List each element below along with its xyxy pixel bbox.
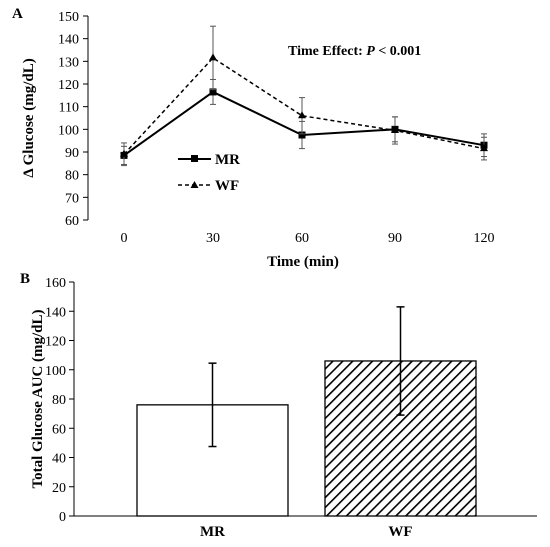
panel-b-y-tick-label: 40: [52, 452, 66, 467]
panel-a-y-tick-label: 60: [65, 214, 79, 229]
panel-b-y-axis-label: Total Glucose AUC (mg/dL): [30, 309, 46, 488]
series-mr-point: [209, 88, 217, 96]
panel-a-series: [120, 25, 488, 167]
panel-b-x-ticks: MR WF: [200, 524, 413, 540]
series-wf-point: [120, 149, 128, 157]
series-mr-line: [123, 90, 485, 157]
legend-wf-label: WF: [215, 178, 239, 194]
legend-mr-label: MR: [215, 152, 240, 168]
legend-wf-marker: [190, 181, 199, 188]
panel-b-y-tick-label: 140: [45, 305, 66, 320]
panel-b-y-tick-label: 20: [52, 481, 66, 496]
panel-a-y-tick-label: 150: [58, 10, 79, 25]
panel-a-y-tick-label: 70: [65, 191, 79, 206]
panel-a-x-axis-label: Time (min): [267, 254, 339, 270]
series-wf-point: [391, 125, 399, 133]
panel-a-x-tick-label: 30: [206, 231, 220, 246]
panel-b-x-tick-label: WF: [388, 524, 412, 540]
panel-b-y-ticks: 0 20 40 60 80 100 120 140 160: [45, 276, 74, 525]
panel-a-label: A: [12, 6, 23, 22]
panel-a-x-tick-label: 120: [474, 231, 495, 246]
panel-a-y-tick-label: 80: [65, 169, 79, 184]
panel-a-y-tick-label: 100: [58, 123, 79, 138]
panel-a-legend: MR WF: [178, 152, 240, 194]
panel-a-y-tick-label: 90: [65, 146, 79, 161]
panel-b-y-tick-label: 100: [45, 364, 66, 379]
panel-a-y-tick-label: 130: [58, 55, 79, 70]
panel-b-y-tick-label: 120: [45, 335, 66, 350]
panel-a-x-tick-label: 60: [295, 231, 309, 246]
series-mr-point: [298, 131, 306, 139]
panel-b-y-tick-label: 0: [59, 510, 66, 525]
panel-a-x-ticks: 0 30 60 90 120: [121, 231, 495, 246]
series-wf-line: [123, 56, 485, 155]
panel-b-label: B: [20, 271, 30, 287]
panel-b-bars: [136, 306, 477, 517]
panel-a-x-tick-label: 90: [388, 231, 402, 246]
legend-mr-marker: [191, 155, 198, 162]
panel-a-x-tick-label: 0: [121, 231, 128, 246]
panel-b-y-tick-label: 80: [52, 393, 66, 408]
panel-b-bar-chart: B 0 20 40 60 80 100 120 140 160 MR WF Total Gluco…: [20, 271, 537, 540]
panel-a-y-tick-label: 110: [59, 101, 79, 116]
panel-b-y-tick-label: 160: [45, 276, 66, 291]
panel-a-y-ticks: 60 70 80 90 100 110 120 130 140 150: [58, 10, 88, 229]
time-effect-annotation: Time Effect: P < 0.001: [288, 44, 421, 59]
panel-b-x-tick-label: MR: [200, 524, 225, 540]
series-wf-point: [480, 144, 488, 152]
panel-a-y-tick-label: 120: [58, 78, 79, 93]
panel-a-y-axis-label: Δ Glucose (mg/dL): [21, 58, 37, 177]
series-wf-point: [209, 53, 217, 61]
panel-b-y-tick-label: 60: [52, 422, 66, 437]
series-wf-point: [298, 111, 306, 119]
panel-a-y-tick-label: 140: [58, 33, 79, 48]
